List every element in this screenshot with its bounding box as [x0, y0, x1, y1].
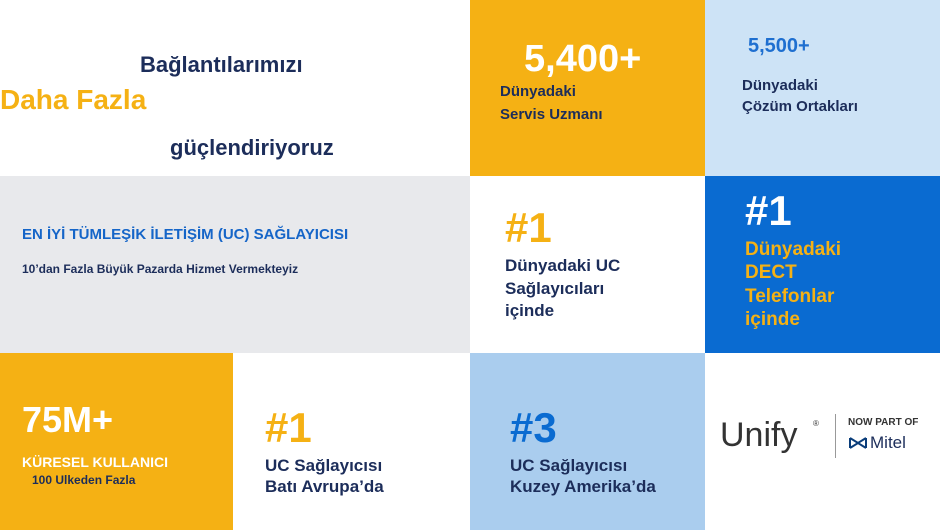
- logo-divider: [835, 414, 836, 458]
- stat-label: Dünyadaki UC: [505, 256, 621, 275]
- stat-label: UC Sağlayıcısı: [510, 456, 628, 475]
- stat: 5,400+: [524, 38, 642, 80]
- tile-subtitle: 10’dan Fazla Büyük Pazarda Hizmet Vermek…: [22, 262, 299, 276]
- stat-label: içinde: [745, 309, 800, 330]
- stat: #1: [745, 187, 792, 234]
- stat-label: Sağlayıcıları: [505, 279, 605, 298]
- logo-partner: Mitel: [870, 433, 906, 452]
- stat: #3: [510, 404, 557, 451]
- tile-bg: [705, 176, 940, 353]
- stat: #1: [265, 404, 312, 451]
- stat-label: içinde: [505, 301, 555, 320]
- tile-bg: [705, 0, 940, 176]
- tile-bg: [470, 0, 705, 176]
- tile-bg: [0, 176, 470, 353]
- stat-label: Dünyadaki: [745, 239, 842, 260]
- stat-label: Kuzey Amerika’da: [510, 477, 656, 496]
- logo-tagline: NOW PART OF: [848, 417, 919, 428]
- mitel-icon: [849, 437, 867, 449]
- header-line: Bağlantılarımızı: [140, 52, 303, 77]
- logo-registered: ®: [813, 419, 819, 428]
- logo-brand: Unify: [720, 416, 798, 454]
- tile-title: KÜRESEL KULLANICI: [22, 454, 168, 470]
- stat-label: Dünyadaki: [500, 83, 576, 100]
- stat-label: UC Sağlayıcısı: [265, 456, 383, 475]
- stat: #1: [505, 204, 552, 251]
- tile-bg: [470, 353, 705, 530]
- stat-label: Çözüm Ortakları: [742, 98, 858, 115]
- stat-label: Dünyadaki: [742, 77, 818, 94]
- header-line: güçlendiriyoruz: [170, 135, 334, 160]
- stat-label: DECT: [745, 262, 797, 283]
- header-highlight: Daha Fazla: [0, 84, 147, 115]
- stat-label: Telefonlar: [745, 286, 835, 307]
- tile-title: EN İYİ TÜMLEŞİK İLETİŞİM (UC) SAĞLAYICIS…: [22, 226, 349, 243]
- stat: 75M+: [22, 399, 114, 440]
- tile-subtitle: 100 Ulkeden Fazla: [32, 473, 136, 487]
- stat-label: Batı Avrupa’da: [265, 477, 384, 496]
- tile-bg: [0, 353, 233, 530]
- stat-label: Servis Uzmanı: [500, 106, 603, 123]
- stat: 5,500+: [748, 35, 810, 57]
